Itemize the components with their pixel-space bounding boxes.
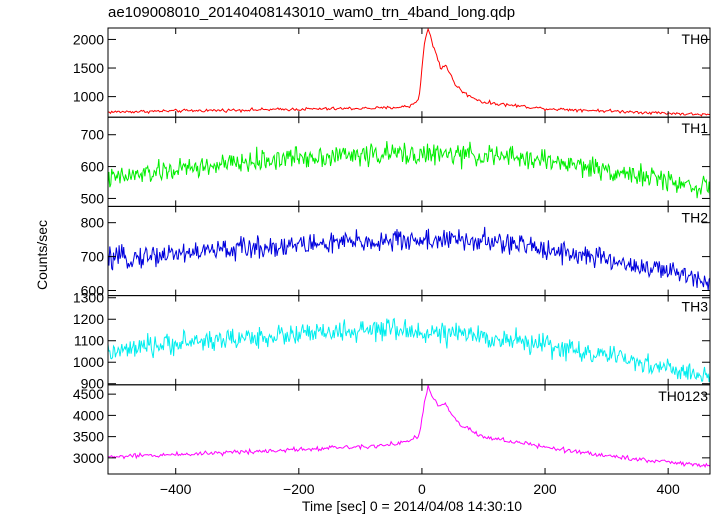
chart-title: ae109008010_20140408143010_wam0_trn_4ban… [108, 4, 516, 21]
panel-frame [107, 295, 711, 386]
y-tick-label: 1300 [73, 290, 104, 306]
y-tick-label: 3000 [73, 450, 104, 466]
y-tick-label: 500 [81, 190, 105, 206]
panel-th0: 1000 1500 2000 TH0 [73, 27, 711, 118]
x-tick-label: 0 [418, 481, 426, 497]
y-tick-label: 700 [81, 249, 105, 265]
y-tick-label: 1000 [73, 89, 104, 105]
y-tick-label: 800 [81, 215, 105, 231]
panel-label: TH0 [682, 31, 709, 47]
panel-label: TH3 [682, 299, 709, 315]
y-tick-label: 600 [81, 283, 105, 299]
panel-th3: 900 1000 1100 1200 1300 TH3 [73, 290, 711, 392]
panel-th1: 500 600 700 TH1 [81, 116, 711, 207]
y-tick-label: 900 [81, 376, 105, 392]
series-line-th0123 [108, 384, 710, 468]
panel-th0123: 3000 3500 4000 4500 TH0123 [73, 384, 711, 475]
y-axis-label: Counts/sec [34, 220, 50, 290]
y-tick-label: 4000 [73, 407, 104, 423]
y-tick-label: 1000 [73, 354, 104, 370]
x-tick-label: 200 [533, 481, 557, 497]
x-tick-label: 400 [656, 481, 680, 497]
y-tick-label: 600 [81, 159, 105, 175]
series-line-th1 [108, 141, 710, 199]
y-tick-label: 1200 [73, 311, 104, 327]
panel-frame [107, 27, 711, 118]
panel-th2: 600 700 800 TH2 [81, 205, 711, 299]
panel-label: TH2 [682, 209, 709, 225]
series-line-th3 [108, 317, 710, 383]
x-tick-label: −200 [283, 481, 315, 497]
y-tick-label: 1500 [73, 60, 104, 76]
y-tick-label: 2000 [73, 31, 104, 47]
panel-frame [107, 116, 711, 207]
y-tick-label: 3500 [73, 429, 104, 445]
panel-label: TH0123 [658, 388, 708, 404]
panel-label: TH1 [682, 120, 709, 136]
series-line-th0 [108, 28, 710, 117]
x-axis-label: Time [sec] 0 = 2014/04/08 14:30:10 [302, 498, 522, 514]
panel-frame [107, 384, 711, 475]
y-tick-label: 4500 [73, 386, 104, 402]
y-tick-label: 1100 [74, 333, 104, 349]
y-tick-label: 700 [81, 127, 105, 143]
series-line-th2 [108, 226, 710, 291]
x-tick-label: −400 [160, 481, 192, 497]
